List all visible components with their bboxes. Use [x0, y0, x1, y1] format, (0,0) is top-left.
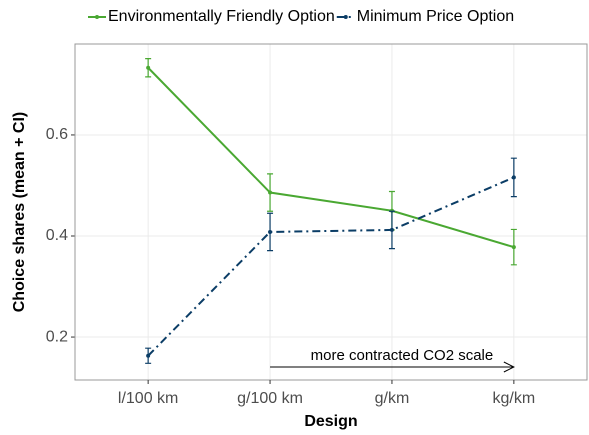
plot-background — [75, 44, 587, 380]
plot-border — [74, 43, 588, 381]
data-point — [146, 65, 151, 70]
data-point — [389, 227, 394, 232]
data-point — [511, 175, 516, 180]
y-axis-title: Choice shares (mean + CI) — [11, 112, 28, 313]
x-tick-label: kg/km — [493, 390, 536, 407]
data-point — [268, 190, 273, 195]
annotation-arrowhead — [503, 361, 515, 373]
x-tick-label: l/100 km — [118, 390, 178, 407]
x-tick-label: g/km — [375, 390, 410, 407]
series-line — [147, 176, 515, 357]
data-point — [268, 229, 273, 234]
legend-label: Minimum Price Option — [357, 8, 514, 25]
y-tick-label: 0.6 — [46, 126, 68, 143]
y-tick-label: 0.4 — [46, 227, 68, 244]
y-tick-label: 0.2 — [46, 328, 68, 345]
legend-swatch — [95, 15, 99, 19]
data-point — [146, 353, 151, 358]
data-point — [511, 245, 516, 250]
legend-label: Environmentally Friendly Option — [108, 8, 335, 25]
legend-swatch — [343, 15, 348, 19]
x-axis-title: Design — [304, 413, 357, 430]
annotation: more contracted CO2 scale — [311, 347, 494, 364]
x-tick-label: g/100 km — [237, 390, 303, 407]
series-line — [147, 67, 515, 249]
